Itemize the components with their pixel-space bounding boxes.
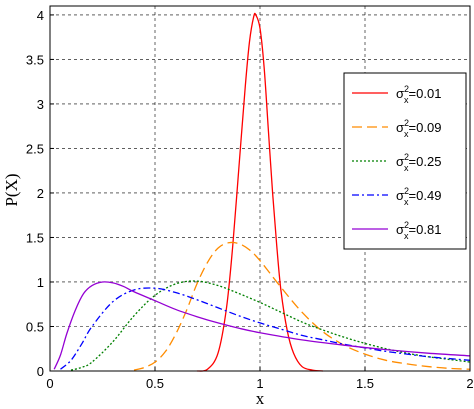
legend-subscript: x	[404, 163, 409, 173]
x-tick-label: 1	[256, 376, 263, 391]
legend-subscript: x	[404, 129, 409, 139]
legend-sigma: σ	[396, 222, 404, 237]
y-tick-label: 1.5	[26, 230, 44, 245]
x-tick-label: 0	[46, 376, 53, 391]
y-axis-label: P(X)	[2, 173, 21, 206]
legend-entry: σ2 x=0.81	[396, 220, 441, 241]
x-axis-label: x	[256, 389, 265, 408]
legend-subscript: x	[404, 197, 409, 207]
series-line-5	[53, 281, 471, 370]
ticks: 0 0.5 1 1.5 2 0 0.5 1 1.5 2 2.5 3 3.5 4	[26, 8, 474, 391]
series-line-3	[70, 280, 471, 371]
series-line-4	[60, 287, 471, 370]
legend-entry: σ2 x=0.01	[396, 84, 441, 105]
y-tick-label: 2.5	[26, 141, 44, 156]
x-tick-label: 2	[466, 376, 473, 391]
legend-sigma: σ	[396, 120, 404, 135]
legend-subscript: x	[404, 231, 409, 241]
y-tick-label: 2	[37, 186, 44, 201]
legend-entry: σ2 x=0.49	[396, 186, 441, 207]
y-tick-label: 0.5	[26, 319, 44, 334]
legend-value: =0.01	[409, 86, 442, 101]
series-line-2	[133, 241, 471, 371]
legend-superscript: 2	[404, 152, 409, 162]
x-tick-label: 1.5	[356, 376, 374, 391]
legend-value: =0.49	[409, 188, 442, 203]
y-tick-label: 3	[37, 97, 44, 112]
legend-superscript: 2	[404, 186, 409, 196]
legend-value: =0.81	[409, 222, 442, 237]
legend-subscript: x	[404, 95, 409, 105]
y-tick-label: 4	[37, 8, 44, 23]
legend-superscript: 2	[404, 220, 409, 230]
legend-entry: σ2 x=0.25	[396, 152, 441, 173]
legend-superscript: 2	[404, 84, 409, 94]
legend-value: =0.25	[409, 154, 442, 169]
legend-sigma: σ	[396, 86, 404, 101]
legend-sigma: σ	[396, 154, 404, 169]
legend-sigma: σ	[396, 188, 404, 203]
legend-entry: σ2 x=0.09	[396, 118, 441, 139]
y-tick-label: 0	[37, 364, 44, 379]
x-tick-label: 0.5	[146, 376, 164, 391]
legend-superscript: 2	[404, 118, 409, 128]
legend-value: =0.09	[409, 120, 442, 135]
series-layer	[53, 12, 471, 372]
y-tick-label: 3.5	[26, 52, 44, 67]
y-tick-label: 1	[37, 275, 44, 290]
